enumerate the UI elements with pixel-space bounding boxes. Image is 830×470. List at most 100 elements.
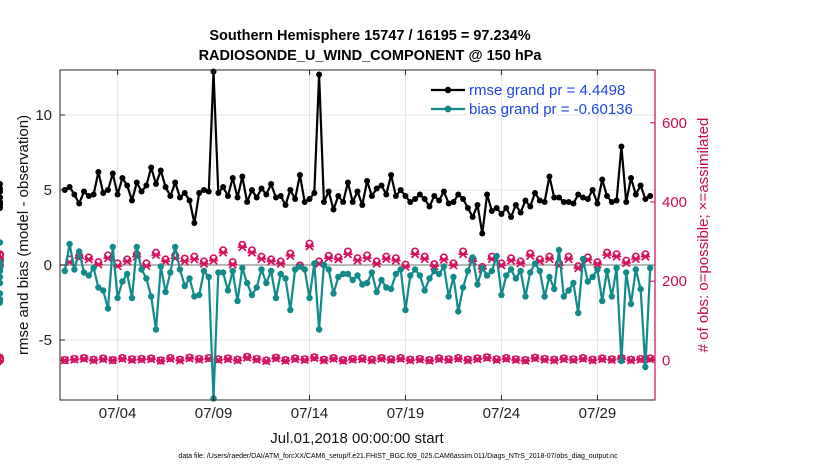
assimilated-obs-point (458, 250, 468, 259)
bias-point (642, 363, 649, 371)
assimilated-obs-point (333, 255, 343, 264)
assimilated-obs-point (645, 354, 655, 364)
right-y-axis-label: # of obs: o=possible; ×=assimilated (695, 118, 712, 353)
assimilated-obs-point (396, 354, 406, 364)
rmse-point (402, 193, 409, 199)
rmse-point (239, 173, 246, 180)
rmse-point (488, 208, 495, 214)
plot-area: 07/04 07/09 07/14 07/19 07/24 07/29 -5 0 5 10 0 2… (0, 68, 687, 422)
assimilated-obs-point (338, 356, 348, 366)
bias-point (531, 260, 539, 267)
assimilated-obs-point (276, 259, 286, 269)
rmse-point (349, 199, 356, 205)
bias-point (435, 270, 443, 278)
assimilated-obs-point (290, 354, 300, 364)
assimilated-obs-point (88, 356, 99, 365)
rmse-point (277, 193, 284, 199)
bias-point (243, 279, 251, 287)
rmse-point (119, 175, 126, 181)
assimilated-obs-point (343, 250, 353, 259)
bias-point (335, 273, 342, 281)
rmse-point (469, 214, 476, 220)
rmse-point (426, 203, 433, 210)
bias-point (272, 294, 280, 302)
rmse-point (143, 182, 150, 189)
rmse-point (263, 191, 270, 198)
left-y-axis-ticks: -5 0 5 10 (35, 107, 65, 349)
rmse-point (436, 197, 443, 204)
x-axis-label: Jul.01,2018 00:00:00 start (270, 430, 444, 447)
rmse-point (0, 181, 3, 187)
possible-obs-point (0, 261, 4, 270)
bias-point (575, 309, 582, 317)
assimilated-obs-point (636, 355, 646, 364)
bias-point (565, 287, 572, 294)
assimilated-obs-point (602, 250, 612, 260)
bias-point (157, 263, 164, 270)
assimilated-obs-point (175, 356, 185, 365)
bias-point (459, 284, 467, 291)
bias-point (378, 276, 385, 284)
rmse-point (282, 202, 289, 208)
assimilated-obs-point (242, 353, 252, 362)
bias-point (469, 254, 476, 261)
bias-point (0, 279, 4, 287)
bias-point (354, 272, 361, 279)
assimilated-obs-point (578, 354, 588, 364)
rmse-point (100, 190, 107, 196)
footnote: data file: /Users/raeder/DAI/ATM_forcXX/… (178, 453, 618, 460)
assimilated-obs-point (324, 253, 334, 263)
bias-point (277, 270, 284, 278)
assimilated-obs-point (372, 259, 382, 269)
rmse-point (580, 194, 587, 201)
rmse-point (76, 200, 83, 207)
rmse-point (642, 196, 649, 202)
assimilated-obs-point (304, 242, 315, 251)
x-gridlines (117, 70, 598, 400)
bias-point (488, 267, 496, 275)
rmse-point (460, 196, 467, 202)
rmse-point (191, 220, 198, 226)
y-tick-label: -5 (39, 332, 52, 349)
assimilated-obs-point (520, 356, 531, 366)
legend: rmse grand pr = 4.4498 bias grand pr = -… (431, 82, 633, 118)
assimilated-obs-point (228, 260, 238, 269)
rmse-point (570, 200, 577, 207)
rmse-point (66, 184, 73, 190)
rmse-point (546, 173, 553, 180)
assimilated-obs-point (352, 256, 363, 265)
bias-point (0, 273, 4, 281)
assimilated-obs-point (511, 355, 521, 365)
assimilated-obs-point (357, 354, 367, 364)
rmse-point (623, 199, 630, 205)
bias-point (248, 291, 256, 299)
bias-point (219, 269, 227, 276)
right-y-tick-label: 200 (662, 273, 687, 290)
bias-point (253, 284, 260, 291)
rmse-point (258, 185, 265, 192)
assimilated-obs-point (626, 356, 636, 365)
bias-point (421, 287, 428, 294)
bias-point (229, 267, 236, 275)
rmse-point (138, 188, 145, 195)
rmse-point (253, 194, 260, 201)
rmse-point (378, 182, 385, 189)
assimilated-obs-point (386, 355, 396, 365)
bias-point (109, 243, 116, 251)
bias-point (123, 270, 131, 278)
rmse-point (272, 194, 279, 201)
bias-point (599, 297, 606, 305)
bias-point (426, 275, 433, 282)
rmse-point (359, 202, 366, 208)
assimilated-obs-point (410, 250, 420, 259)
bias-point (263, 279, 270, 287)
assimilated-obs-point (247, 248, 257, 257)
assimilated-obs-point (525, 251, 535, 261)
bias-point (119, 278, 126, 285)
rmse-point (565, 199, 572, 205)
assimilated-obs-point (501, 354, 511, 364)
x-tick-label: 07/04 (99, 405, 137, 422)
rmse-point (522, 197, 529, 204)
assimilated-obs-point (189, 255, 199, 264)
